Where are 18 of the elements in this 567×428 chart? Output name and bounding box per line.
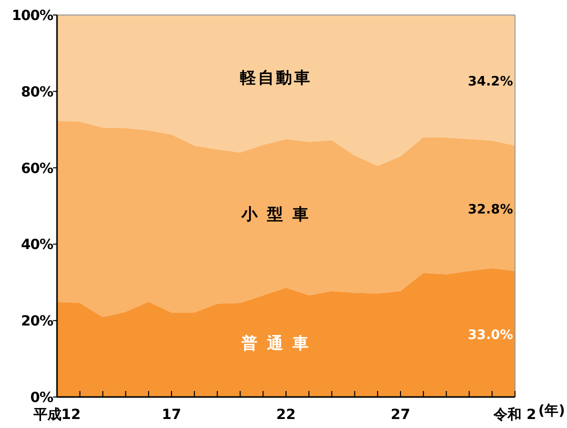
- x-axis-title: (年): [538, 403, 565, 419]
- series-label: 小 型 車: [240, 204, 311, 224]
- y-tick-label: 100%: [12, 8, 54, 24]
- y-tick-label: 0%: [30, 390, 54, 406]
- y-tick-label: 80%: [20, 84, 54, 100]
- x-tick-label: 17: [162, 407, 182, 423]
- series-label: 普 通 車: [240, 333, 311, 352]
- series-label: 軽自動車: [239, 68, 312, 88]
- x-tick-label: 令和 2: [492, 407, 536, 423]
- y-tick-label: 20%: [20, 314, 54, 330]
- annotation: 34.2%: [468, 74, 513, 90]
- x-tick-label: 22: [276, 407, 296, 423]
- annotation: 32.8%: [468, 202, 513, 218]
- y-tick-label: 40%: [20, 237, 54, 254]
- y-tick-label: 60%: [20, 160, 54, 177]
- x-tick-label: 27: [390, 407, 410, 423]
- x-tick-label: 平成12: [32, 407, 81, 423]
- annotation: 33.0%: [468, 328, 513, 343]
